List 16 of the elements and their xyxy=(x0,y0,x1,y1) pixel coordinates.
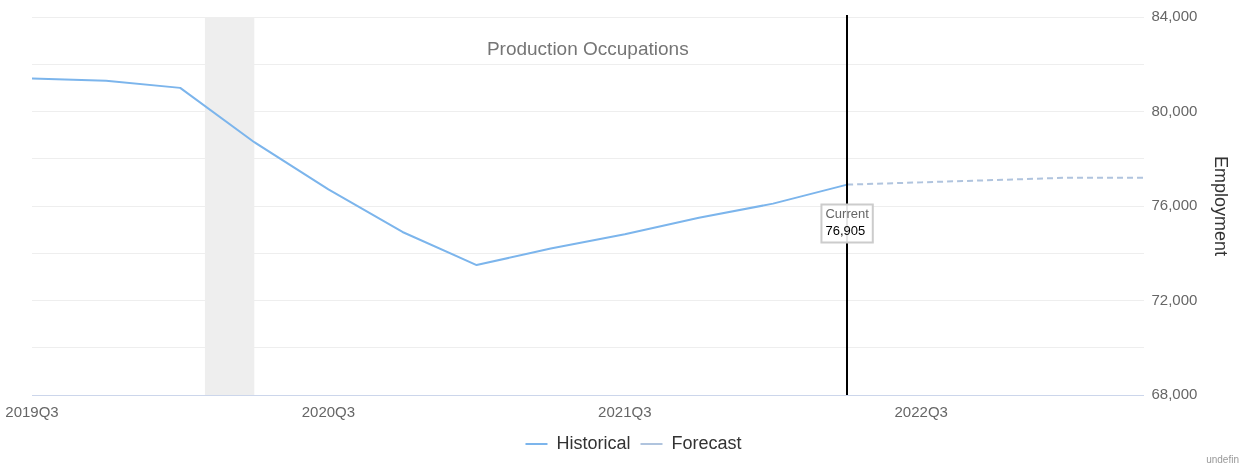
x-tick-label: 2019Q3 xyxy=(5,403,59,421)
legend-label: Historical xyxy=(556,432,631,453)
y-tick-label: 68,000 xyxy=(1151,385,1198,403)
y-tick-label: 84,000 xyxy=(1151,7,1198,25)
x-tick-label: 2022Q3 xyxy=(894,403,948,421)
text: Production Occupations xyxy=(486,38,689,60)
x-tick-label: 2021Q3 xyxy=(598,403,652,421)
line-series xyxy=(846,176,1144,186)
y-tick-label: 76,000 xyxy=(1151,196,1198,214)
y-axis-title: Employment xyxy=(1211,155,1232,257)
annotation: Current 76,905 xyxy=(825,205,870,238)
text: undefin xyxy=(1206,453,1239,465)
y-tick-label: 80,000 xyxy=(1151,101,1198,119)
legend-label: Forecast xyxy=(671,432,742,453)
x-tick-label: 2020Q3 xyxy=(301,403,356,421)
y-tick-label: 72,000 xyxy=(1151,290,1198,308)
